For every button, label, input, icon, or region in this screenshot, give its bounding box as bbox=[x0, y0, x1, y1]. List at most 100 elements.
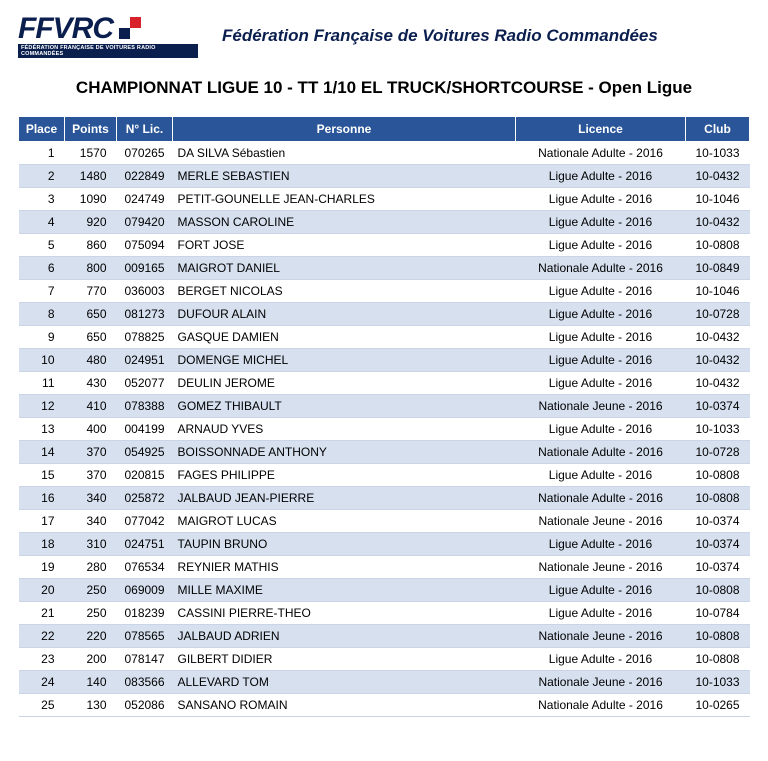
cell-points: 480 bbox=[65, 349, 117, 372]
cell-points: 650 bbox=[65, 303, 117, 326]
cell-club: 10-0808 bbox=[686, 464, 750, 487]
cell-licence: Ligue Adulte - 2016 bbox=[516, 648, 686, 671]
cell-lic: 009165 bbox=[117, 257, 173, 280]
table-row: 8650081273DUFOUR ALAINLigue Adulte - 201… bbox=[19, 303, 750, 326]
cell-club: 10-0432 bbox=[686, 165, 750, 188]
logo-acronym: FFVRC bbox=[18, 15, 113, 42]
cell-place: 12 bbox=[19, 395, 65, 418]
table-row: 11430052077DEULIN JEROMELigue Adulte - 2… bbox=[19, 372, 750, 395]
cell-lic: 024951 bbox=[117, 349, 173, 372]
cell-points: 770 bbox=[65, 280, 117, 303]
cell-points: 1090 bbox=[65, 188, 117, 211]
cell-club: 10-0374 bbox=[686, 395, 750, 418]
cell-personne: ARNAUD YVES bbox=[173, 418, 516, 441]
cell-licence: Ligue Adulte - 2016 bbox=[516, 533, 686, 556]
cell-licence: Nationale Adulte - 2016 bbox=[516, 487, 686, 510]
cell-place: 23 bbox=[19, 648, 65, 671]
cell-lic: 079420 bbox=[117, 211, 173, 234]
cell-lic: 054925 bbox=[117, 441, 173, 464]
table-row: 23200078147GILBERT DIDIERLigue Adulte - … bbox=[19, 648, 750, 671]
cell-points: 340 bbox=[65, 510, 117, 533]
cell-place: 22 bbox=[19, 625, 65, 648]
cell-personne: MERLE SEBASTIEN bbox=[173, 165, 516, 188]
cell-licence: Ligue Adulte - 2016 bbox=[516, 211, 686, 234]
cell-place: 13 bbox=[19, 418, 65, 441]
cell-lic: 004199 bbox=[117, 418, 173, 441]
col-personne: Personne bbox=[173, 117, 516, 142]
cell-points: 130 bbox=[65, 694, 117, 717]
cell-licence: Ligue Adulte - 2016 bbox=[516, 579, 686, 602]
cell-points: 400 bbox=[65, 418, 117, 441]
cell-lic: 083566 bbox=[117, 671, 173, 694]
table-row: 24140083566ALLEVARD TOMNationale Jeune -… bbox=[19, 671, 750, 694]
cell-points: 800 bbox=[65, 257, 117, 280]
table-row: 17340077042MAIGROT LUCASNationale Jeune … bbox=[19, 510, 750, 533]
table-row: 12410078388GOMEZ THIBAULTNationale Jeune… bbox=[19, 395, 750, 418]
cell-place: 2 bbox=[19, 165, 65, 188]
table-row: 4920079420MASSON CAROLINELigue Adulte - … bbox=[19, 211, 750, 234]
federation-name: Fédération Française de Voitures Radio C… bbox=[222, 26, 658, 46]
cell-club: 10-0728 bbox=[686, 303, 750, 326]
table-row: 18310024751TAUPIN BRUNOLigue Adulte - 20… bbox=[19, 533, 750, 556]
cell-licence: Ligue Adulte - 2016 bbox=[516, 303, 686, 326]
cell-licence: Nationale Jeune - 2016 bbox=[516, 671, 686, 694]
logo-text: FFVRC bbox=[18, 15, 198, 42]
cell-points: 1480 bbox=[65, 165, 117, 188]
table-body: 11570070265DA SILVA SébastienNationale A… bbox=[19, 142, 750, 717]
cell-points: 280 bbox=[65, 556, 117, 579]
cell-club: 10-0374 bbox=[686, 556, 750, 579]
logo: FFVRC FÉDÉRATION FRANÇAISE DE VOITURES R… bbox=[18, 12, 198, 60]
cell-place: 14 bbox=[19, 441, 65, 464]
cell-personne: MAIGROT DANIEL bbox=[173, 257, 516, 280]
table-row: 15370020815FAGES PHILIPPELigue Adulte - … bbox=[19, 464, 750, 487]
cell-place: 6 bbox=[19, 257, 65, 280]
cell-points: 650 bbox=[65, 326, 117, 349]
cell-licence: Ligue Adulte - 2016 bbox=[516, 464, 686, 487]
table-row: 10480024951DOMENGE MICHELLigue Adulte - … bbox=[19, 349, 750, 372]
cell-licence: Ligue Adulte - 2016 bbox=[516, 326, 686, 349]
cell-personne: JALBAUD JEAN-PIERRE bbox=[173, 487, 516, 510]
cell-licence: Ligue Adulte - 2016 bbox=[516, 349, 686, 372]
cell-lic: 075094 bbox=[117, 234, 173, 257]
cell-place: 25 bbox=[19, 694, 65, 717]
cell-club: 10-1046 bbox=[686, 280, 750, 303]
cell-personne: DOMENGE MICHEL bbox=[173, 349, 516, 372]
cell-place: 18 bbox=[19, 533, 65, 556]
cell-personne: GILBERT DIDIER bbox=[173, 648, 516, 671]
table-row: 21250018239CASSINI PIERRE-THEOLigue Adul… bbox=[19, 602, 750, 625]
cell-lic: 024749 bbox=[117, 188, 173, 211]
cell-club: 10-0728 bbox=[686, 441, 750, 464]
cell-place: 5 bbox=[19, 234, 65, 257]
col-place: Place bbox=[19, 117, 65, 142]
cell-club: 10-0374 bbox=[686, 533, 750, 556]
cell-club: 10-0432 bbox=[686, 211, 750, 234]
cell-place: 1 bbox=[19, 142, 65, 165]
cell-licence: Ligue Adulte - 2016 bbox=[516, 372, 686, 395]
cell-points: 250 bbox=[65, 602, 117, 625]
table-row: 14370054925BOISSONNADE ANTHONYNationale … bbox=[19, 441, 750, 464]
cell-points: 370 bbox=[65, 441, 117, 464]
cell-licence: Ligue Adulte - 2016 bbox=[516, 234, 686, 257]
cell-lic: 052086 bbox=[117, 694, 173, 717]
cell-club: 10-0374 bbox=[686, 510, 750, 533]
cell-lic: 022849 bbox=[117, 165, 173, 188]
table-row: 21480022849MERLE SEBASTIENLigue Adulte -… bbox=[19, 165, 750, 188]
results-table: Place Points N° Lic. Personne Licence Cl… bbox=[18, 116, 750, 717]
cell-lic: 052077 bbox=[117, 372, 173, 395]
cell-place: 4 bbox=[19, 211, 65, 234]
cell-place: 8 bbox=[19, 303, 65, 326]
cell-licence: Nationale Jeune - 2016 bbox=[516, 556, 686, 579]
cell-licence: Ligue Adulte - 2016 bbox=[516, 602, 686, 625]
table-row: 22220078565JALBAUD ADRIENNationale Jeune… bbox=[19, 625, 750, 648]
cell-points: 410 bbox=[65, 395, 117, 418]
cell-lic: 078825 bbox=[117, 326, 173, 349]
cell-club: 10-1033 bbox=[686, 418, 750, 441]
cell-personne: TAUPIN BRUNO bbox=[173, 533, 516, 556]
cell-points: 200 bbox=[65, 648, 117, 671]
cell-club: 10-0432 bbox=[686, 349, 750, 372]
page-title: CHAMPIONNAT LIGUE 10 - TT 1/10 EL TRUCK/… bbox=[18, 78, 750, 98]
cell-personne: JALBAUD ADRIEN bbox=[173, 625, 516, 648]
cell-lic: 076534 bbox=[117, 556, 173, 579]
cell-personne: MILLE MAXIME bbox=[173, 579, 516, 602]
cell-club: 10-0432 bbox=[686, 372, 750, 395]
